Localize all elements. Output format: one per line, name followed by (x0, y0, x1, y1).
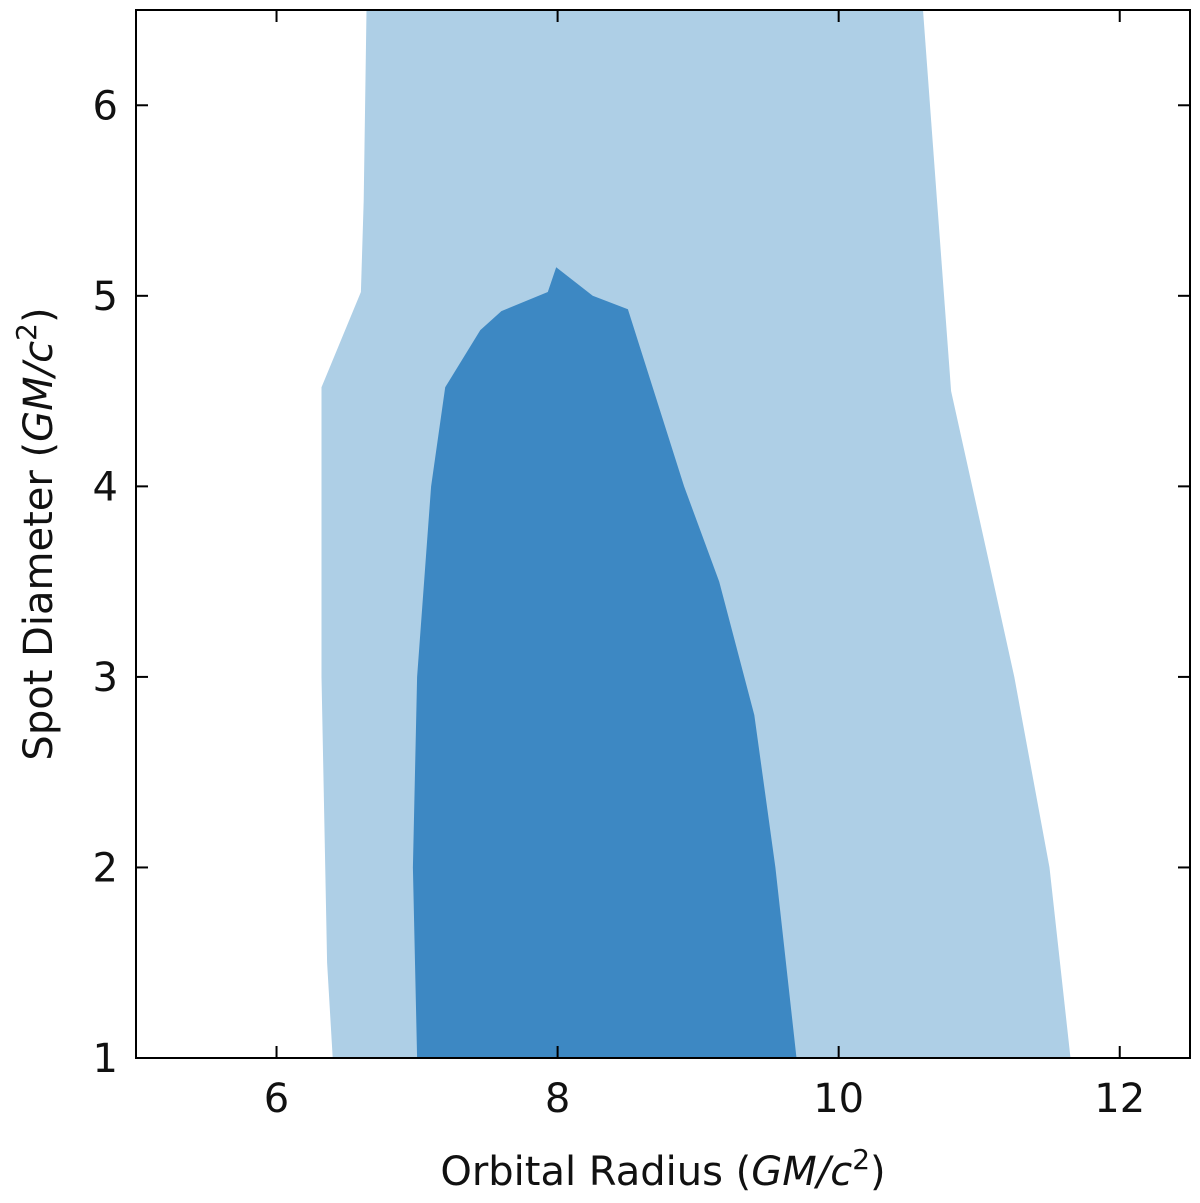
y-axis-label-text: Spot Diameter (16, 470, 62, 761)
x-axis-label-text: Orbital Radius (440, 1149, 723, 1195)
inner-confidence-region (412, 267, 797, 1058)
x-axis-label-exponent: 2 (852, 1143, 870, 1176)
x-tick-label: 8 (545, 1076, 570, 1122)
y-tick-label: 6 (93, 83, 118, 129)
x-axis-label-unit: GM/c (751, 1149, 852, 1195)
y-axis-label: Spot Diameter (GM/c2) (10, 307, 62, 760)
y-tick-label: 5 (93, 274, 118, 320)
contour-regions (321, 10, 1071, 1058)
x-tick-label: 10 (813, 1076, 864, 1122)
y-tick-label: 2 (93, 845, 118, 891)
x-tick-label: 6 (264, 1076, 289, 1122)
y-tick-label: 1 (93, 1036, 118, 1082)
y-tick-label: 3 (93, 655, 118, 701)
plot-frame (135, 9, 1191, 1059)
y-axis-label-exponent: 2 (10, 323, 43, 341)
y-axis-label-unit: GM/c (16, 341, 62, 442)
x-axis-label: Orbital Radius (GM/c2) (440, 1143, 885, 1195)
x-tick-label: 12 (1094, 1076, 1145, 1122)
y-tick-label: 4 (93, 464, 118, 510)
